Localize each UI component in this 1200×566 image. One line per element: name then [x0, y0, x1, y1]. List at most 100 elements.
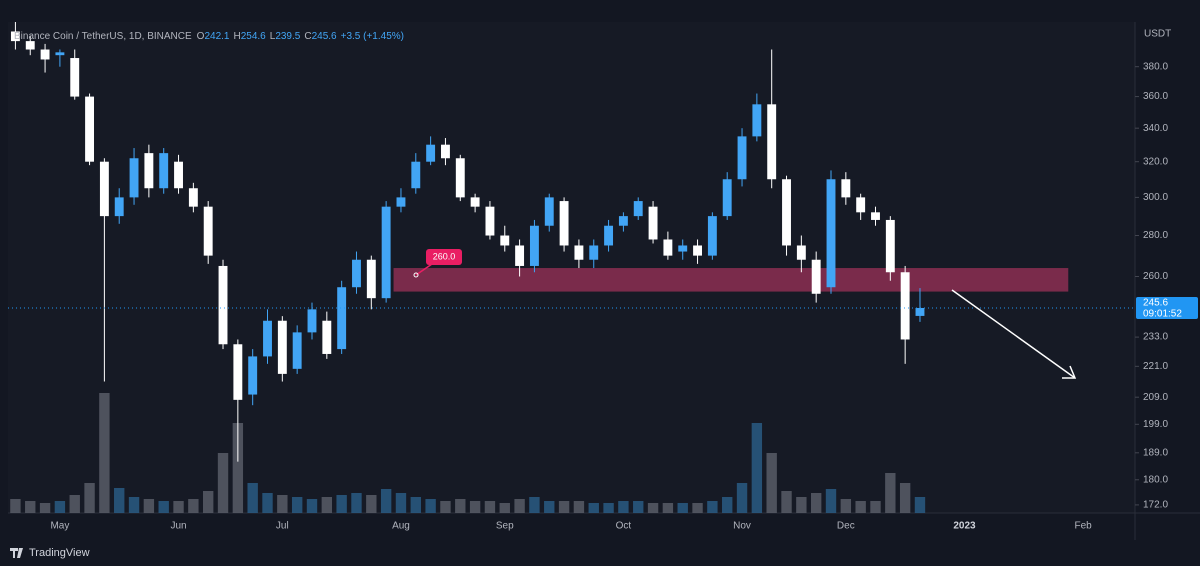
- candle-body: [633, 201, 643, 217]
- volume-bar: [692, 503, 703, 513]
- volume-bar: [351, 493, 362, 513]
- x-tick-label: Jun: [170, 521, 186, 532]
- volume-bar: [203, 491, 214, 513]
- volume-bar: [39, 503, 51, 513]
- candle-body: [144, 153, 154, 189]
- candle-body: [737, 136, 747, 180]
- volume-bar: [870, 501, 881, 513]
- logo-icon: [10, 548, 23, 558]
- y-tick-label: 189.0: [1143, 447, 1168, 458]
- candle-body: [233, 344, 243, 400]
- volume-bar: [425, 499, 436, 513]
- candle-body: [574, 245, 584, 260]
- candle-body: [500, 235, 510, 246]
- candle-body: [796, 245, 806, 260]
- logo-text: TradingView: [29, 547, 90, 559]
- volume-bar: [618, 501, 629, 513]
- volume-bar: [306, 499, 318, 513]
- countdown: 09:01:52: [1143, 309, 1182, 320]
- candle-body: [381, 206, 391, 299]
- y-tick-label: 300.0: [1143, 192, 1168, 203]
- candle-body: [159, 153, 169, 189]
- candle-body: [485, 206, 495, 236]
- y-tick-label: 221.0: [1143, 361, 1168, 372]
- candle-body: [114, 197, 124, 217]
- volume-bar: [796, 497, 807, 513]
- volume-bar: [143, 499, 155, 513]
- arrow-head: [1062, 365, 1077, 379]
- volume-bar: [128, 497, 140, 513]
- y-tick-label: 233.0: [1143, 332, 1168, 343]
- volume-bar: [410, 497, 421, 513]
- volume-bar: [395, 493, 407, 513]
- volume-bar: [69, 495, 80, 513]
- volume-bar: [484, 501, 496, 513]
- ohlc-value: 239.5: [275, 31, 300, 42]
- candle-body: [129, 158, 139, 198]
- change: +3.5 (+1.45%): [341, 31, 404, 42]
- candle-body: [826, 179, 836, 288]
- ohlc-value: 254.6: [241, 31, 266, 42]
- volume-bar: [558, 501, 570, 513]
- candle-body: [322, 320, 332, 354]
- ohlc-value: 242.1: [204, 31, 229, 42]
- volume-bar: [514, 499, 525, 513]
- candle-body: [188, 188, 198, 207]
- volume-bar: [855, 501, 866, 513]
- volume-bar: [647, 503, 659, 513]
- volume-bar: [899, 483, 911, 513]
- volume-bar: [336, 495, 347, 513]
- candle-body: [693, 245, 702, 256]
- candle-body: [352, 259, 361, 288]
- x-tick-label: Feb: [1074, 521, 1092, 532]
- volume-bar: [573, 501, 585, 513]
- y-tick-label: 209.0: [1143, 392, 1168, 403]
- volume-bar: [914, 497, 926, 513]
- volume-bar: [321, 497, 333, 513]
- y-tick-label: 172.0: [1143, 500, 1168, 511]
- volume-bar: [662, 503, 674, 513]
- x-tick-label: Nov: [733, 521, 751, 532]
- candle-body: [900, 272, 910, 340]
- candle-body: [455, 158, 465, 198]
- volume-bar: [114, 488, 125, 513]
- candle-body: [678, 245, 688, 252]
- volume-bar: [173, 501, 184, 513]
- y-tick-label: 260.0: [1143, 271, 1168, 282]
- volume-bar: [840, 499, 852, 513]
- candle-body: [25, 41, 35, 50]
- annotation-label: 260.0: [433, 251, 456, 261]
- candle-body: [782, 179, 791, 246]
- candle-body: [515, 245, 525, 266]
- candle-body: [337, 287, 347, 350]
- x-tick-label: Jul: [276, 521, 289, 532]
- x-tick-label: May: [50, 521, 69, 532]
- candle-body: [70, 58, 80, 97]
- candle-body: [752, 104, 762, 137]
- candle-body: [366, 259, 376, 299]
- candle-body: [885, 219, 895, 273]
- volume-bar: [885, 473, 896, 513]
- y-tick-label: 360.0: [1143, 91, 1168, 102]
- candle-body: [663, 239, 673, 256]
- volume-bar: [291, 497, 303, 513]
- ohlc-prefix: O: [197, 31, 205, 42]
- volume-bar: [10, 499, 21, 513]
- x-tick-label: 2023: [953, 521, 976, 532]
- volume-bar: [84, 483, 95, 513]
- candle-body: [722, 179, 732, 217]
- y-tick-label: 320.0: [1143, 156, 1168, 167]
- candle-body: [426, 144, 436, 162]
- volume-bar: [722, 497, 733, 513]
- ohlc-prefix: C: [304, 31, 311, 42]
- volume-bar: [751, 423, 763, 513]
- candle-body: [99, 161, 109, 217]
- candle-body: [55, 52, 65, 56]
- annotation-dot: [413, 272, 419, 278]
- volume-bar: [277, 495, 288, 513]
- candle-body: [85, 96, 95, 162]
- volume-bar: [707, 501, 718, 513]
- candle-body: [396, 197, 406, 207]
- candle-body: [841, 179, 851, 198]
